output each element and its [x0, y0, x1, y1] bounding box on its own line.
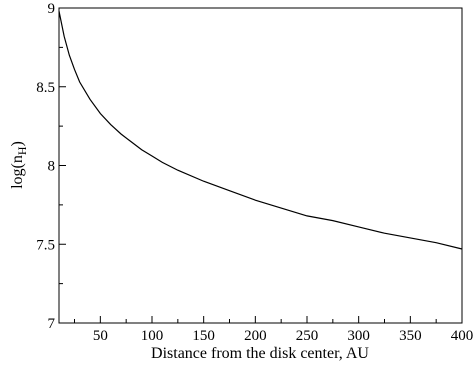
y-tick-label: 7.5	[36, 237, 55, 253]
y-tick-label: 9	[48, 1, 56, 17]
y-axis-title-close: )	[9, 141, 26, 146]
y-axis-title-main: log(n	[9, 155, 26, 189]
y-tick-label: 8.5	[36, 80, 55, 96]
x-tick-label: 300	[347, 328, 370, 344]
y-tick-label: 7	[48, 316, 56, 332]
x-tick-label: 150	[192, 328, 215, 344]
series-line	[58, 11, 463, 250]
x-tick-label: 100	[141, 328, 164, 344]
y-tick-label: 8	[48, 159, 56, 175]
x-tick-label: 350	[399, 328, 422, 344]
x-ticks: 50 100 150 200 250 300 350 400	[74, 316, 474, 344]
x-tick-label: 200	[244, 328, 267, 344]
x-tick-label: 50	[93, 328, 108, 344]
y-ticks: 7 7.5 8 8.5 9	[36, 1, 66, 332]
plot-frame	[58, 7, 463, 324]
x-axis-title: Distance from the disk center, AU	[151, 345, 369, 362]
x-tick-label: 400	[451, 328, 474, 344]
y-axis-title-subscript: H	[15, 146, 29, 155]
y-axis-title: log(nH)	[9, 141, 29, 189]
x-tick-label: 250	[296, 328, 319, 344]
